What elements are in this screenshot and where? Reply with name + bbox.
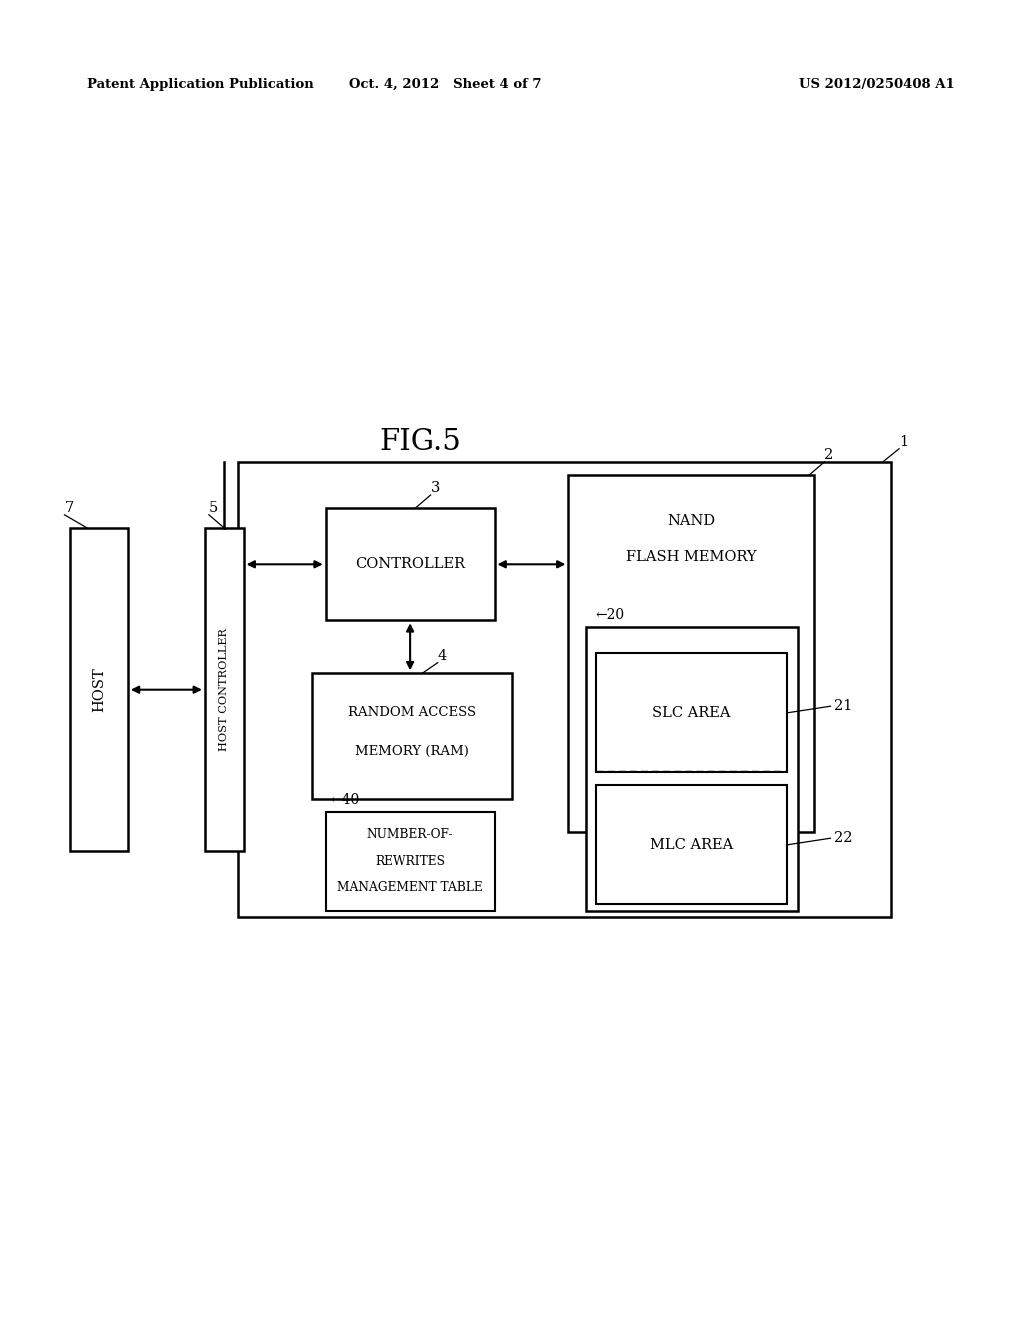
Text: FLASH MEMORY: FLASH MEMORY	[626, 550, 757, 564]
Text: NAND: NAND	[668, 515, 715, 528]
Text: MLC AREA: MLC AREA	[650, 838, 733, 851]
Text: Patent Application Publication: Patent Application Publication	[87, 78, 313, 91]
Bar	[596, 653, 787, 772]
Bar	[568, 475, 814, 832]
Text: 2: 2	[824, 447, 834, 462]
Text: 22: 22	[834, 832, 852, 845]
Text: Oct. 4, 2012   Sheet 4 of 7: Oct. 4, 2012 Sheet 4 of 7	[349, 78, 542, 91]
Text: 4: 4	[438, 648, 447, 663]
Text: US 2012/0250408 A1: US 2012/0250408 A1	[799, 78, 954, 91]
Text: 21: 21	[834, 700, 852, 713]
Text: MEMORY (RAM): MEMORY (RAM)	[355, 746, 469, 758]
Bar	[596, 785, 787, 904]
Bar	[312, 673, 512, 799]
Text: FIG.5: FIG.5	[379, 428, 461, 457]
Text: 7: 7	[65, 500, 74, 515]
Text: SLC AREA: SLC AREA	[652, 706, 731, 719]
Text: HOST CONTROLLER: HOST CONTROLLER	[219, 628, 229, 751]
Bar	[326, 812, 495, 911]
Text: RANDOM ACCESS: RANDOM ACCESS	[348, 706, 476, 718]
Bar	[586, 627, 798, 911]
Text: MANAGEMENT TABLE: MANAGEMENT TABLE	[337, 882, 483, 894]
Text: HOST: HOST	[92, 668, 105, 711]
Bar	[205, 528, 244, 851]
Text: 1: 1	[899, 434, 908, 449]
Text: ←20: ←20	[596, 607, 625, 622]
Bar	[326, 508, 495, 620]
Bar	[238, 462, 891, 917]
Text: ←40: ←40	[331, 792, 360, 807]
Text: 3: 3	[431, 480, 440, 495]
Bar	[70, 528, 128, 851]
Text: CONTROLLER: CONTROLLER	[355, 557, 465, 572]
Text: REWRITES: REWRITES	[375, 855, 445, 867]
Text: 5: 5	[209, 500, 218, 515]
Text: NUMBER-OF-: NUMBER-OF-	[367, 829, 454, 841]
